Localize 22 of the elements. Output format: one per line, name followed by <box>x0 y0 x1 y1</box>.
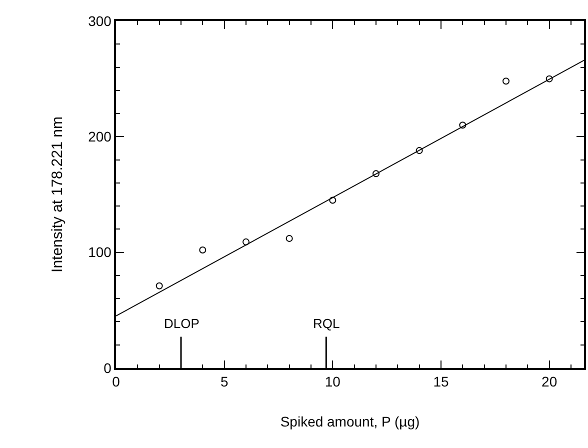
x-tick-label: 20 <box>542 374 558 390</box>
y-tick-label: 0 <box>104 360 112 376</box>
point <box>286 234 293 242</box>
y-axis-title: Intensity at 178.221 nm <box>48 116 66 272</box>
point <box>372 170 380 178</box>
x-axis-title: Spiked amount, P (µg) <box>280 413 420 430</box>
point <box>546 75 553 82</box>
x-tick-label: 10 <box>324 374 341 390</box>
y-tick-label: 200 <box>88 128 112 145</box>
y-tick-label: 100 <box>88 244 112 260</box>
point <box>199 246 206 254</box>
point <box>416 147 423 154</box>
point <box>502 78 510 85</box>
x-tick-label: 15 <box>433 374 449 390</box>
y-tick-label: 300 <box>88 12 112 29</box>
ref-line-label: RQL <box>313 316 340 331</box>
x-tick-label: 5 <box>220 374 228 390</box>
point <box>156 282 163 290</box>
point <box>459 122 466 129</box>
point <box>329 196 336 204</box>
ref-line-label: DLOP <box>164 316 200 331</box>
point <box>242 238 250 246</box>
